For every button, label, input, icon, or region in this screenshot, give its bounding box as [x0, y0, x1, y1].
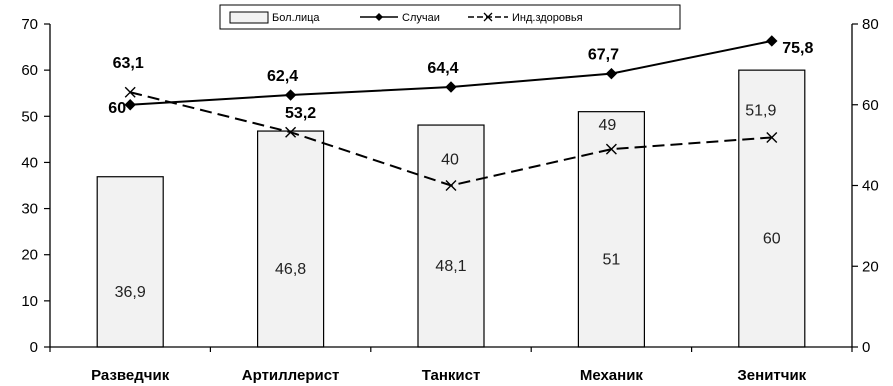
x-tick-label: Разведчик — [91, 367, 170, 384]
health-value-label: 49 — [599, 117, 617, 134]
cases-point-marker — [605, 67, 618, 80]
y-left-tick-label: 40 — [21, 154, 38, 171]
x-tick-label: Механик — [580, 367, 644, 384]
legend-bar-swatch — [229, 11, 269, 24]
y-right-tick-label: 0 — [862, 339, 870, 356]
health-point-marker — [445, 180, 457, 191]
y-left-tick-label: 0 — [30, 339, 38, 356]
y-left-tick-label: 20 — [21, 247, 38, 264]
bar-value-label: 51 — [603, 251, 621, 268]
y-left-tick-label: 70 — [21, 16, 38, 33]
cases-point-marker — [766, 35, 778, 47]
bar — [417, 124, 485, 348]
cases-point-marker — [124, 99, 136, 111]
bar — [257, 130, 325, 348]
health-point-marker — [605, 143, 617, 155]
bar-value-label: 36,9 — [115, 284, 146, 301]
legend-label-bars: Бол.лица — [272, 12, 320, 24]
legend-box — [219, 4, 681, 30]
bar-value-label: 46,8 — [275, 261, 306, 278]
health-value-label: 51,9 — [745, 102, 776, 119]
bar — [738, 69, 806, 348]
health-value-label: 63,1 — [113, 55, 144, 72]
y-right-tick-label: 60 — [862, 97, 879, 114]
legend-cases-marker — [375, 13, 383, 21]
legend-health-marker — [483, 12, 493, 22]
health-value-label: 53,2 — [285, 105, 316, 122]
cases-value-label: 75,8 — [782, 40, 813, 57]
y-right-tick-label: 40 — [862, 178, 879, 195]
health-point-marker — [124, 86, 136, 98]
cases-point-marker — [284, 89, 297, 101]
x-tick-label: Зенитчик — [737, 367, 806, 384]
legend-label-health: Инд.здоровья — [512, 12, 583, 24]
cases-point-marker — [445, 81, 457, 93]
bar — [96, 176, 164, 348]
cases-value-label: 67,7 — [588, 47, 619, 64]
y-left-tick-label: 30 — [21, 201, 38, 218]
health-point-marker — [285, 126, 297, 138]
y-left-tick-label: 10 — [21, 293, 38, 310]
x-tick-label: Танкист — [422, 367, 481, 384]
health-point-marker — [766, 131, 778, 143]
bar — [577, 111, 646, 348]
y-left-tick-label: 50 — [21, 108, 38, 125]
y-right-tick-label: 80 — [862, 16, 879, 33]
cases-value-label: 60 — [108, 100, 126, 117]
cases-value-label: 62,4 — [267, 68, 298, 85]
health-value-label: 40 — [441, 152, 459, 169]
legend-label-cases: Случаи — [402, 12, 440, 24]
bar-value-label: 48,1 — [435, 258, 466, 275]
x-tick-label: Артиллерист — [242, 367, 340, 384]
cases-value-label: 64,4 — [427, 60, 458, 77]
y-left-tick-label: 60 — [21, 62, 38, 79]
y-right-tick-label: 20 — [862, 258, 879, 275]
bar-value-label: 60 — [763, 231, 781, 248]
